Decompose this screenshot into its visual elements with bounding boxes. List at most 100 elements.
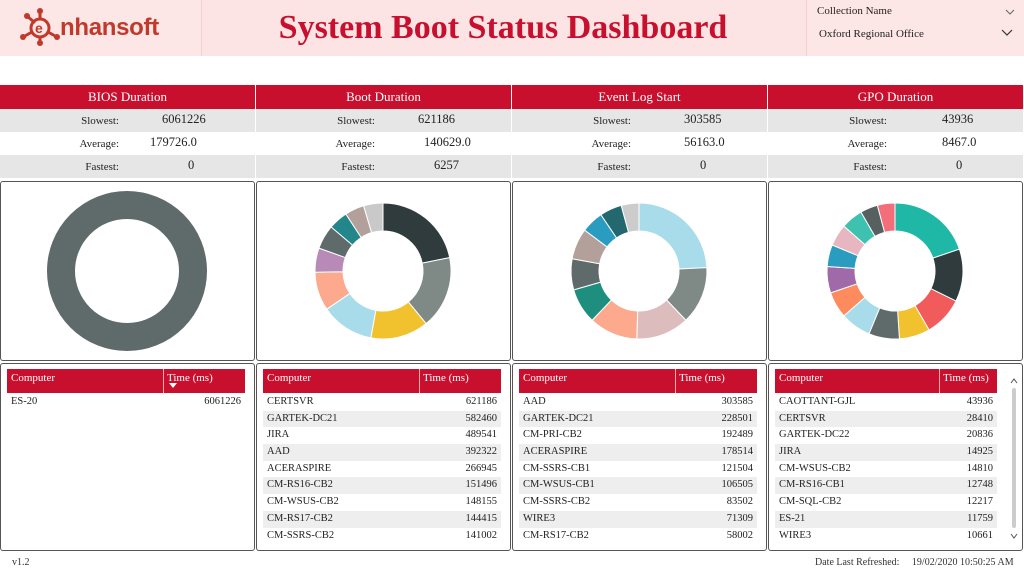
svg-text:e: e <box>35 20 43 36</box>
table-row[interactable]: AAD 392322 <box>263 444 501 461</box>
row-computer: CM-SSRS-CB1 <box>523 462 591 474</box>
stat-value: 140629.0 <box>424 135 471 149</box>
collection-select[interactable]: Oxford Regional Office <box>819 28 924 40</box>
col-computer[interactable]: Computer <box>779 372 823 384</box>
scroll-up-icon[interactable] <box>1010 377 1018 385</box>
table-row[interactable]: JIRA 489541 <box>263 427 501 444</box>
table-row[interactable]: CERTSVR 28410 <box>775 410 997 428</box>
row-computer: CM-SSRS-CB2 <box>267 529 335 541</box>
stat-label: Average: <box>335 138 376 150</box>
col-divider <box>419 369 420 393</box>
stat-average: Average: 140629.0 <box>256 132 511 155</box>
scroll-down-icon[interactable] <box>1010 532 1018 540</box>
table-row[interactable]: CAOTTANT-GJL 43936 <box>775 394 997 411</box>
donut-slice[interactable] <box>363 202 384 234</box>
row-computer: CM-PRI-CB2 <box>523 429 582 441</box>
stat-value: 56163.0 <box>684 135 725 149</box>
table-row[interactable]: GARTEK-DC21 582460 <box>263 410 501 428</box>
donut-slice[interactable] <box>620 202 640 234</box>
col-computer[interactable]: Computer <box>523 372 567 384</box>
scroll-thumb[interactable] <box>1012 388 1016 528</box>
table-row[interactable]: CM-PRI-CB2 192489 <box>519 427 757 444</box>
table-row[interactable]: CM-SSRS-CB2 141002 <box>263 528 501 545</box>
row-time: 12748 <box>966 479 993 491</box>
table-row[interactable]: CM-RS17-CB2 144415 <box>263 510 501 528</box>
col-time[interactable]: Time (ms) <box>943 372 989 384</box>
chevron-down-icon[interactable] <box>1005 7 1015 17</box>
donut-slice[interactable] <box>876 202 896 233</box>
row-computer: CERTSVR <box>779 412 826 424</box>
sort-desc-icon[interactable] <box>169 383 177 389</box>
row-computer: JIRA <box>267 429 290 441</box>
table-row[interactable]: CM-RS16-CB2 151496 <box>263 477 501 495</box>
col-time[interactable]: Time (ms) <box>679 372 725 384</box>
table-row[interactable]: CM-SSRS-CB1 121504 <box>519 461 757 478</box>
row-computer: WIRE3 <box>779 529 812 541</box>
table-row[interactable]: AAD 303585 <box>519 394 757 411</box>
collection-filter[interactable]: Collection Name Oxford Regional Office <box>806 0 1024 56</box>
row-computer: GARTEK-DC21 <box>267 412 338 424</box>
donut-chart <box>47 191 207 351</box>
stat-value: 43936 <box>942 112 974 126</box>
col-divider <box>163 369 164 393</box>
panel-title: Event Log Start <box>512 85 767 109</box>
refreshed-value: 19/02/2020 10:50:25 AM <box>911 557 1014 568</box>
table-header: Computer Time (ms) <box>519 369 757 393</box>
row-time: 14925 <box>966 446 993 458</box>
chevron-down-icon[interactable] <box>1001 28 1013 38</box>
header-bar: e nhansoft System Boot Status Dashboard … <box>0 0 1024 56</box>
table-row[interactable]: CM-RS16-CB1 12748 <box>775 477 997 495</box>
title-area: System Boot Status Dashboard <box>203 0 803 56</box>
table-header: Computer Time (ms) <box>775 369 997 393</box>
donut-slice[interactable] <box>638 202 708 270</box>
donut-slice[interactable] <box>894 202 961 259</box>
row-computer: WIRE3 <box>523 512 556 524</box>
stat-label: Fastest: <box>85 161 119 173</box>
table-row[interactable]: JIRA 14925 <box>775 444 997 461</box>
logo: e nhansoft <box>0 0 202 56</box>
table-row[interactable]: WIRE3 10661 <box>775 528 997 545</box>
table-row[interactable]: CM-WSUS-CB2 14810 <box>775 461 997 478</box>
row-time: 14810 <box>966 462 993 474</box>
row-time: 489541 <box>465 429 498 441</box>
table-row[interactable]: ACERASPIRE 266945 <box>263 461 501 478</box>
scrollbar[interactable] <box>1010 372 1018 544</box>
table-row[interactable]: CM-SQL-CB2 12217 <box>775 494 997 511</box>
stat-label: Slowest: <box>337 115 375 127</box>
version-label: v1.2 <box>12 557 30 568</box>
donut-chart-box <box>0 181 255 361</box>
table-row[interactable]: GARTEK-DC21 228501 <box>519 410 757 428</box>
table-header: Computer Time (ms) <box>263 369 501 393</box>
row-computer: CM-RS17-CB2 <box>523 529 589 541</box>
table-row[interactable]: CERTSVR 621186 <box>263 394 501 411</box>
stat-fastest: Fastest: 0 <box>768 155 1023 178</box>
row-computer: CM-WSUS-CB2 <box>779 462 851 474</box>
col-time[interactable]: Time (ms) <box>423 372 469 384</box>
table-row[interactable]: CM-RS17-CB2 58002 <box>519 528 757 545</box>
table-row[interactable]: CM-WSUS-CB1 106505 <box>519 477 757 495</box>
stat-fastest: Fastest: 0 <box>0 155 255 178</box>
donut-slice[interactable] <box>382 202 451 264</box>
data-table: Computer Time (ms) CAOTTANT-GJL 43936 CERT… <box>768 363 1023 551</box>
row-computer: ACERASPIRE <box>267 462 332 474</box>
donut-slice[interactable] <box>47 191 207 351</box>
table-row[interactable]: ACERASPIRE 178514 <box>519 444 757 461</box>
table-row[interactable]: CM-WSUS-CB2 148155 <box>263 494 501 511</box>
panel-title: Boot Duration <box>256 85 511 109</box>
col-computer[interactable]: Computer <box>11 372 55 384</box>
table-row[interactable]: ES-21 11759 <box>775 510 997 528</box>
donut-chart-box <box>256 181 511 361</box>
col-computer[interactable]: Computer <box>267 372 311 384</box>
table-row[interactable]: WIRE3 71309 <box>519 510 757 528</box>
refreshed-label: Date Last Refreshed: <box>815 557 900 568</box>
table-rows: CERTSVR 621186 GARTEK-DC21 582460 JIRA 489541… <box>263 394 501 544</box>
col-time[interactable]: Time (ms) <box>167 372 213 384</box>
filter-label: Collection Name <box>817 5 892 17</box>
row-time: 11759 <box>967 512 993 524</box>
table-row[interactable]: CM-SSRS-CB2 83502 <box>519 494 757 511</box>
row-time: 151496 <box>465 479 498 491</box>
table-row[interactable]: GARTEK-DC22 20836 <box>775 427 997 444</box>
table-row[interactable]: ES-20 6061226 <box>7 394 245 411</box>
stat-value: 0 <box>700 158 707 172</box>
